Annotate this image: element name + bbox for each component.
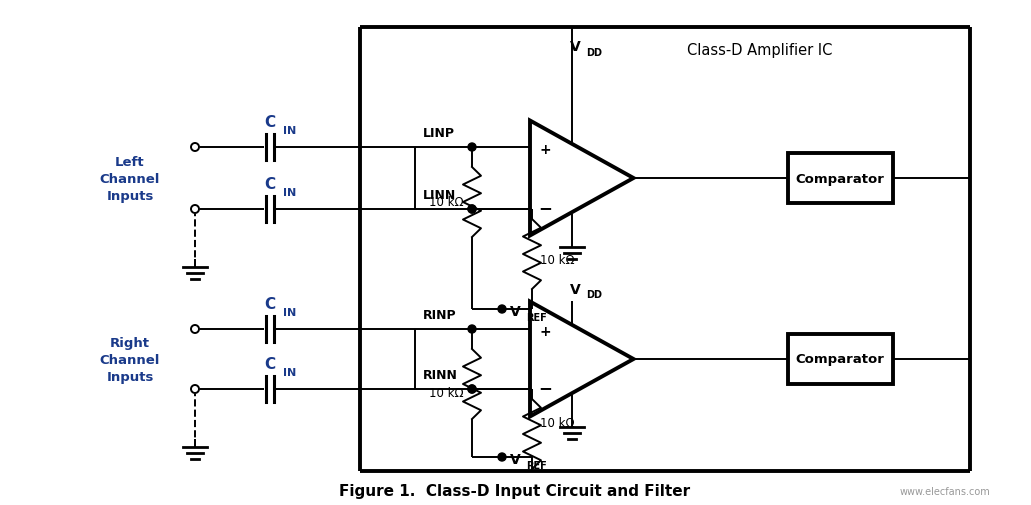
Text: −: −	[538, 378, 552, 396]
Text: Figure 1.  Class-D Input Circuit and Filter: Figure 1. Class-D Input Circuit and Filt…	[339, 484, 691, 498]
Circle shape	[498, 453, 506, 461]
Circle shape	[468, 325, 476, 333]
Circle shape	[468, 206, 476, 214]
Text: C: C	[264, 115, 275, 130]
Bar	[788, 154, 893, 204]
Bar	[788, 334, 893, 384]
Circle shape	[468, 206, 476, 214]
Text: REF: REF	[526, 460, 546, 470]
Circle shape	[468, 144, 476, 152]
Text: DD: DD	[586, 48, 602, 58]
Text: IN: IN	[282, 308, 296, 317]
Text: 10 kΩ: 10 kΩ	[540, 253, 574, 266]
Text: C: C	[264, 296, 275, 312]
Text: LINP: LINP	[423, 127, 455, 140]
Text: RINN: RINN	[423, 368, 458, 381]
Text: LINN: LINN	[423, 189, 457, 201]
Circle shape	[468, 385, 476, 393]
Text: −: −	[538, 198, 552, 217]
Text: +: +	[539, 143, 551, 157]
Circle shape	[191, 144, 199, 152]
Text: Class-D Amplifier IC: Class-D Amplifier IC	[688, 42, 833, 58]
Text: IN: IN	[282, 367, 296, 377]
Text: Left
Channel
Inputs: Left Channel Inputs	[100, 155, 160, 202]
Text: Right
Channel
Inputs: Right Channel Inputs	[100, 336, 160, 383]
Text: IN: IN	[282, 188, 296, 197]
Circle shape	[191, 325, 199, 333]
Text: DD: DD	[586, 289, 602, 299]
Text: 10 kΩ: 10 kΩ	[429, 196, 464, 209]
Text: V: V	[570, 40, 580, 54]
Text: +: +	[539, 324, 551, 338]
Text: V: V	[570, 282, 580, 296]
Text: Comparator: Comparator	[796, 353, 885, 366]
Text: Comparator: Comparator	[796, 172, 885, 185]
Circle shape	[191, 385, 199, 393]
Circle shape	[191, 206, 199, 214]
Text: C: C	[264, 357, 275, 371]
Text: 10 kΩ: 10 kΩ	[540, 417, 574, 430]
Text: V: V	[510, 452, 521, 466]
Text: C: C	[264, 177, 275, 191]
Text: REF: REF	[526, 313, 546, 322]
Text: IN: IN	[282, 126, 296, 136]
Text: V: V	[510, 305, 521, 318]
Text: 10 kΩ: 10 kΩ	[429, 387, 464, 400]
Circle shape	[468, 385, 476, 393]
Text: RINP: RINP	[423, 309, 457, 321]
Circle shape	[498, 306, 506, 314]
Text: www.elecfans.com: www.elecfans.com	[899, 486, 990, 496]
